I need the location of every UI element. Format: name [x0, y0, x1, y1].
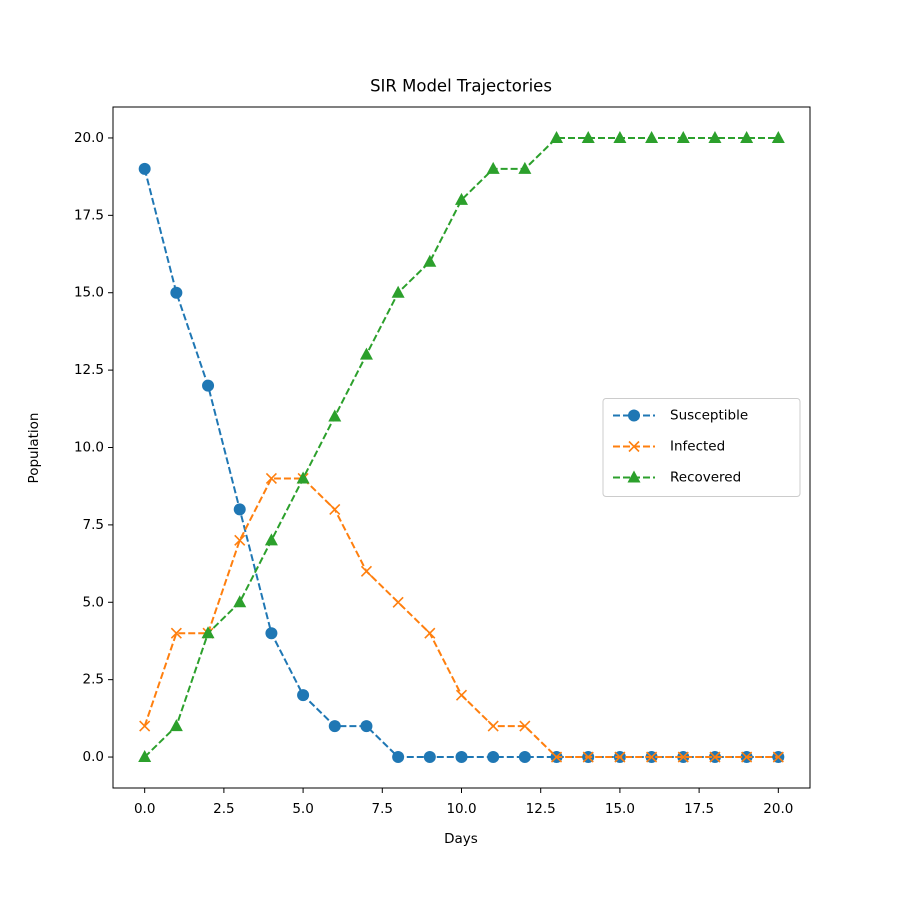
marker: [233, 595, 247, 608]
marker: [169, 719, 183, 732]
marker: [581, 130, 595, 143]
x-tick-label: 17.5: [684, 801, 714, 817]
marker: [518, 751, 531, 764]
marker: [455, 192, 468, 205]
y-tick-label: 12.5: [74, 362, 104, 378]
x-tick-label: 20.0: [763, 801, 793, 817]
y-tick-label: 17.5: [74, 207, 104, 223]
marker: [455, 689, 468, 701]
line: [143, 477, 779, 759]
y-tick-label: 2.5: [83, 672, 104, 688]
x-tick-label: 2.5: [213, 801, 234, 817]
marker: [296, 471, 310, 484]
marker: [139, 720, 151, 732]
marker: [772, 751, 784, 763]
y-tick-label: 0.0: [83, 749, 104, 765]
marker: [170, 286, 183, 299]
y-tick-label: 10.0: [74, 440, 104, 456]
marker: [392, 751, 405, 764]
marker: [518, 161, 532, 174]
marker: [360, 720, 373, 733]
marker: [201, 626, 215, 639]
legend-label: Recovered: [670, 470, 741, 486]
marker: [423, 751, 436, 764]
marker: [328, 409, 342, 422]
x-tick-label: 15.0: [605, 801, 635, 817]
y-tick-label: 20.0: [74, 130, 104, 146]
marker: [424, 627, 436, 639]
marker: [614, 751, 626, 763]
marker: [423, 254, 437, 267]
marker: [487, 751, 500, 764]
marker: [627, 470, 641, 483]
marker: [359, 347, 373, 360]
marker: [297, 689, 310, 702]
x-tick-label: 10.0: [446, 801, 476, 817]
marker: [138, 162, 151, 175]
marker: [646, 751, 658, 763]
plot-frame: [112, 106, 811, 789]
marker: [550, 130, 564, 143]
marker: [233, 503, 246, 516]
marker: [519, 720, 531, 732]
marker: [582, 751, 594, 763]
marker: [741, 751, 753, 763]
chart-title: SIR Model Trajectories: [370, 77, 552, 96]
legend-label: Susceptible: [670, 408, 748, 424]
legend-box: [602, 398, 801, 497]
marker: [170, 627, 182, 639]
x-axis-label: Days: [444, 831, 478, 847]
marker: [487, 720, 499, 732]
marker: [709, 751, 721, 763]
legend-label: Infected: [670, 439, 725, 455]
y-tick-label: 7.5: [83, 517, 104, 533]
marker: [613, 130, 627, 143]
series: [139, 472, 784, 763]
marker: [628, 440, 640, 453]
marker: [740, 130, 754, 143]
series: [138, 130, 785, 763]
marker: [771, 130, 785, 143]
marker: [677, 751, 689, 763]
marker: [328, 720, 341, 733]
marker: [486, 161, 500, 174]
marker: [264, 533, 278, 546]
marker: [676, 130, 690, 143]
marker: [550, 751, 563, 763]
x-tick-label: 0.0: [134, 801, 155, 817]
marker: [645, 130, 659, 143]
marker: [234, 534, 246, 546]
marker: [138, 750, 152, 763]
legend: Susceptible Infected Recovered: [602, 398, 801, 497]
line: [143, 136, 779, 758]
marker: [360, 565, 373, 577]
marker: [455, 751, 468, 764]
marker: [202, 379, 215, 392]
marker: [708, 130, 722, 143]
marker: [329, 503, 341, 515]
marker: [265, 472, 277, 485]
marker: [265, 627, 278, 640]
y-tick-label: 15.0: [74, 285, 104, 301]
x-tick-label: 12.5: [526, 801, 556, 817]
marker: [628, 409, 640, 422]
x-tick-label: 5.0: [292, 801, 313, 817]
marker: [391, 285, 405, 298]
y-tick-label: 5.0: [83, 594, 104, 610]
marker: [392, 596, 404, 608]
y-axis-label: Population: [26, 413, 42, 484]
x-tick-label: 7.5: [372, 801, 393, 817]
